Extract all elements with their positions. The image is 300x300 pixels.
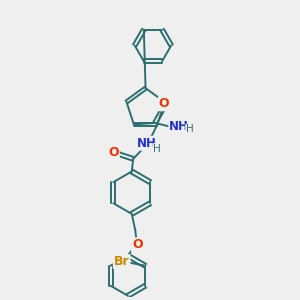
Text: O: O: [159, 97, 170, 110]
Text: H: H: [186, 124, 193, 134]
Text: NH: NH: [137, 137, 157, 150]
Text: O: O: [108, 146, 119, 159]
Text: H: H: [153, 143, 160, 154]
Text: O: O: [132, 238, 142, 251]
Text: Br: Br: [114, 255, 130, 268]
Text: S: S: [160, 95, 169, 109]
Text: NH: NH: [169, 120, 189, 133]
